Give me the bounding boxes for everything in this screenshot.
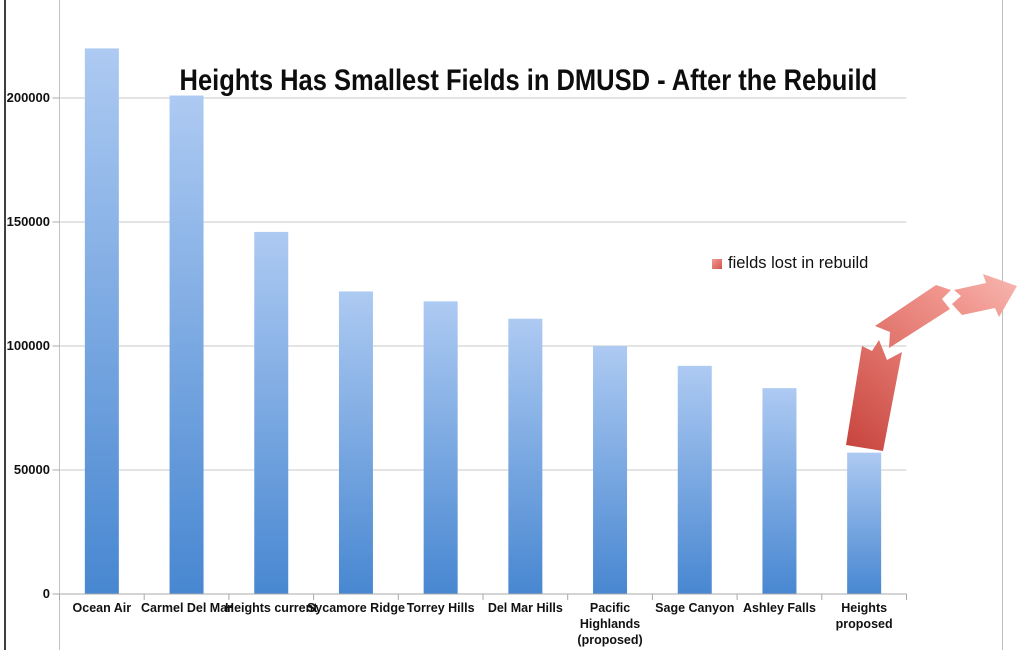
x-axis-label: Heights proposed bbox=[835, 601, 893, 631]
page-left-border bbox=[4, 0, 6, 650]
x-axis-label: Torrey Hills bbox=[406, 601, 475, 615]
broken-arrow-segment-bottom bbox=[846, 340, 902, 451]
legend: fields lost in rebuild bbox=[712, 254, 868, 273]
chart-frame-left-line bbox=[59, 0, 60, 650]
x-axis-label: Sycamore Ridge bbox=[306, 601, 405, 615]
bar bbox=[254, 231, 289, 595]
bar bbox=[338, 291, 373, 594]
y-axis-tick-label: 200000 bbox=[6, 90, 50, 105]
y-axis-tick-label: 150000 bbox=[6, 214, 50, 229]
y-axis-tick-label: 0 bbox=[42, 586, 50, 601]
legend-marker-icon bbox=[712, 259, 722, 269]
bar bbox=[84, 48, 119, 594]
bar bbox=[169, 95, 204, 595]
bars bbox=[84, 48, 882, 595]
broken-arrow-segment-head bbox=[952, 274, 1017, 317]
chart-title: Heights Has Smallest Fields in DMUSD - A… bbox=[179, 64, 878, 97]
axis-ticks bbox=[52, 97, 907, 600]
bar bbox=[762, 388, 797, 594]
bar bbox=[423, 301, 458, 594]
y-axis-tick-label: 100000 bbox=[6, 338, 50, 353]
x-axis-label: Ocean Air bbox=[72, 601, 132, 615]
x-axis-label: Sage Canyon bbox=[655, 601, 735, 615]
y-axis-tick-label: 50000 bbox=[13, 462, 50, 477]
bar bbox=[508, 318, 543, 594]
legend-label: fields lost in rebuild bbox=[728, 254, 869, 272]
bar bbox=[593, 346, 628, 594]
bar bbox=[677, 365, 712, 594]
x-axis-label: Pacific Highlands (proposed) bbox=[577, 601, 643, 647]
x-axis-label: Carmel Del Mar bbox=[141, 601, 233, 615]
broken-arrow-annotation-icon bbox=[846, 274, 1017, 451]
broken-arrow-segment-middle bbox=[875, 285, 951, 348]
x-axis-label: Del Mar Hills bbox=[487, 601, 563, 615]
x-axis-label: Ashley Falls bbox=[742, 601, 816, 615]
bar bbox=[847, 452, 882, 594]
x-axis-label: Heights current bbox=[225, 601, 318, 615]
chart-frame-right-line bbox=[1002, 0, 1003, 650]
